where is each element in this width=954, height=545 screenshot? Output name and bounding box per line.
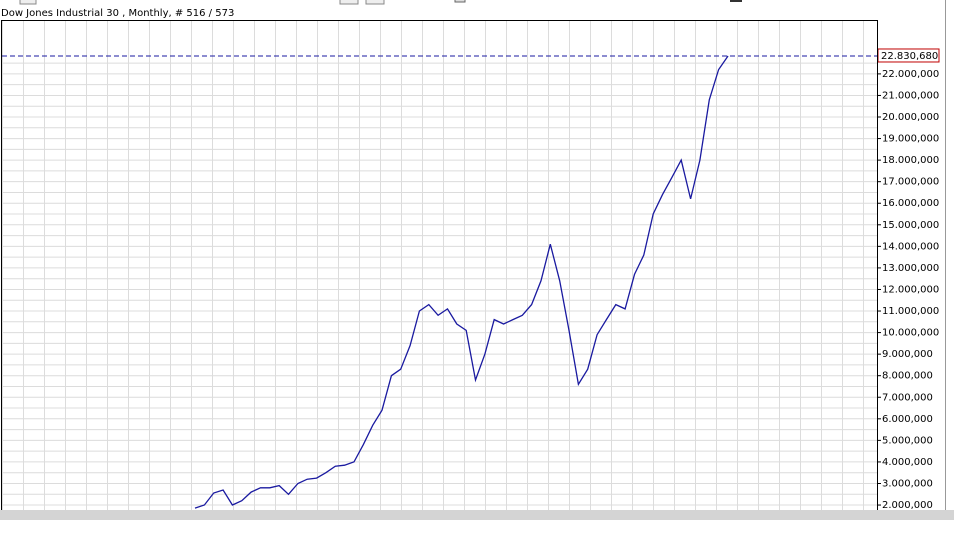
chart-title: Dow Jones Industrial 30 , Monthly, # 516… — [1, 8, 234, 19]
y-tick-label: 6.000,000 — [882, 414, 933, 425]
y-tick-label: 16.000,000 — [882, 198, 939, 209]
y-tick-label: 11.000,000 — [882, 306, 939, 317]
vertical-grid — [1, 20, 877, 510]
last-price-label: 22.830,680 — [881, 51, 938, 62]
y-tick-label: 18.000,000 — [882, 155, 939, 166]
y-tick-label: 14.000,000 — [882, 241, 939, 252]
y-tick-label: 15.000,000 — [882, 220, 939, 231]
y-tick-label: 13.000,000 — [882, 263, 939, 274]
y-tick-label: 12.000,000 — [882, 284, 939, 295]
y-tick-label: 17.000,000 — [882, 177, 939, 188]
scrollbar[interactable] — [0, 510, 954, 520]
y-tick-label: 7.000,000 — [882, 392, 933, 403]
y-tick-label: 8.000,000 — [882, 371, 933, 382]
price-line — [194, 55, 729, 509]
y-tick-label: 5.000,000 — [882, 435, 933, 446]
y-tick-label: 2.000,000 — [882, 500, 933, 511]
y-tick-label: 22.000,000 — [882, 69, 939, 80]
y-tick-label: 9.000,000 — [882, 349, 933, 360]
toolbar — [19, 0, 742, 5]
y-tick-label: 4.000,000 — [882, 457, 933, 468]
y-tick-label: 21.000,000 — [882, 90, 939, 101]
y-tick-label: 20.000,000 — [882, 112, 939, 123]
y-tick-label: 19.000,000 — [882, 134, 939, 145]
y-tick-label: 3.000,000 — [882, 478, 933, 489]
y-tick-label: 10.000,000 — [882, 328, 939, 339]
